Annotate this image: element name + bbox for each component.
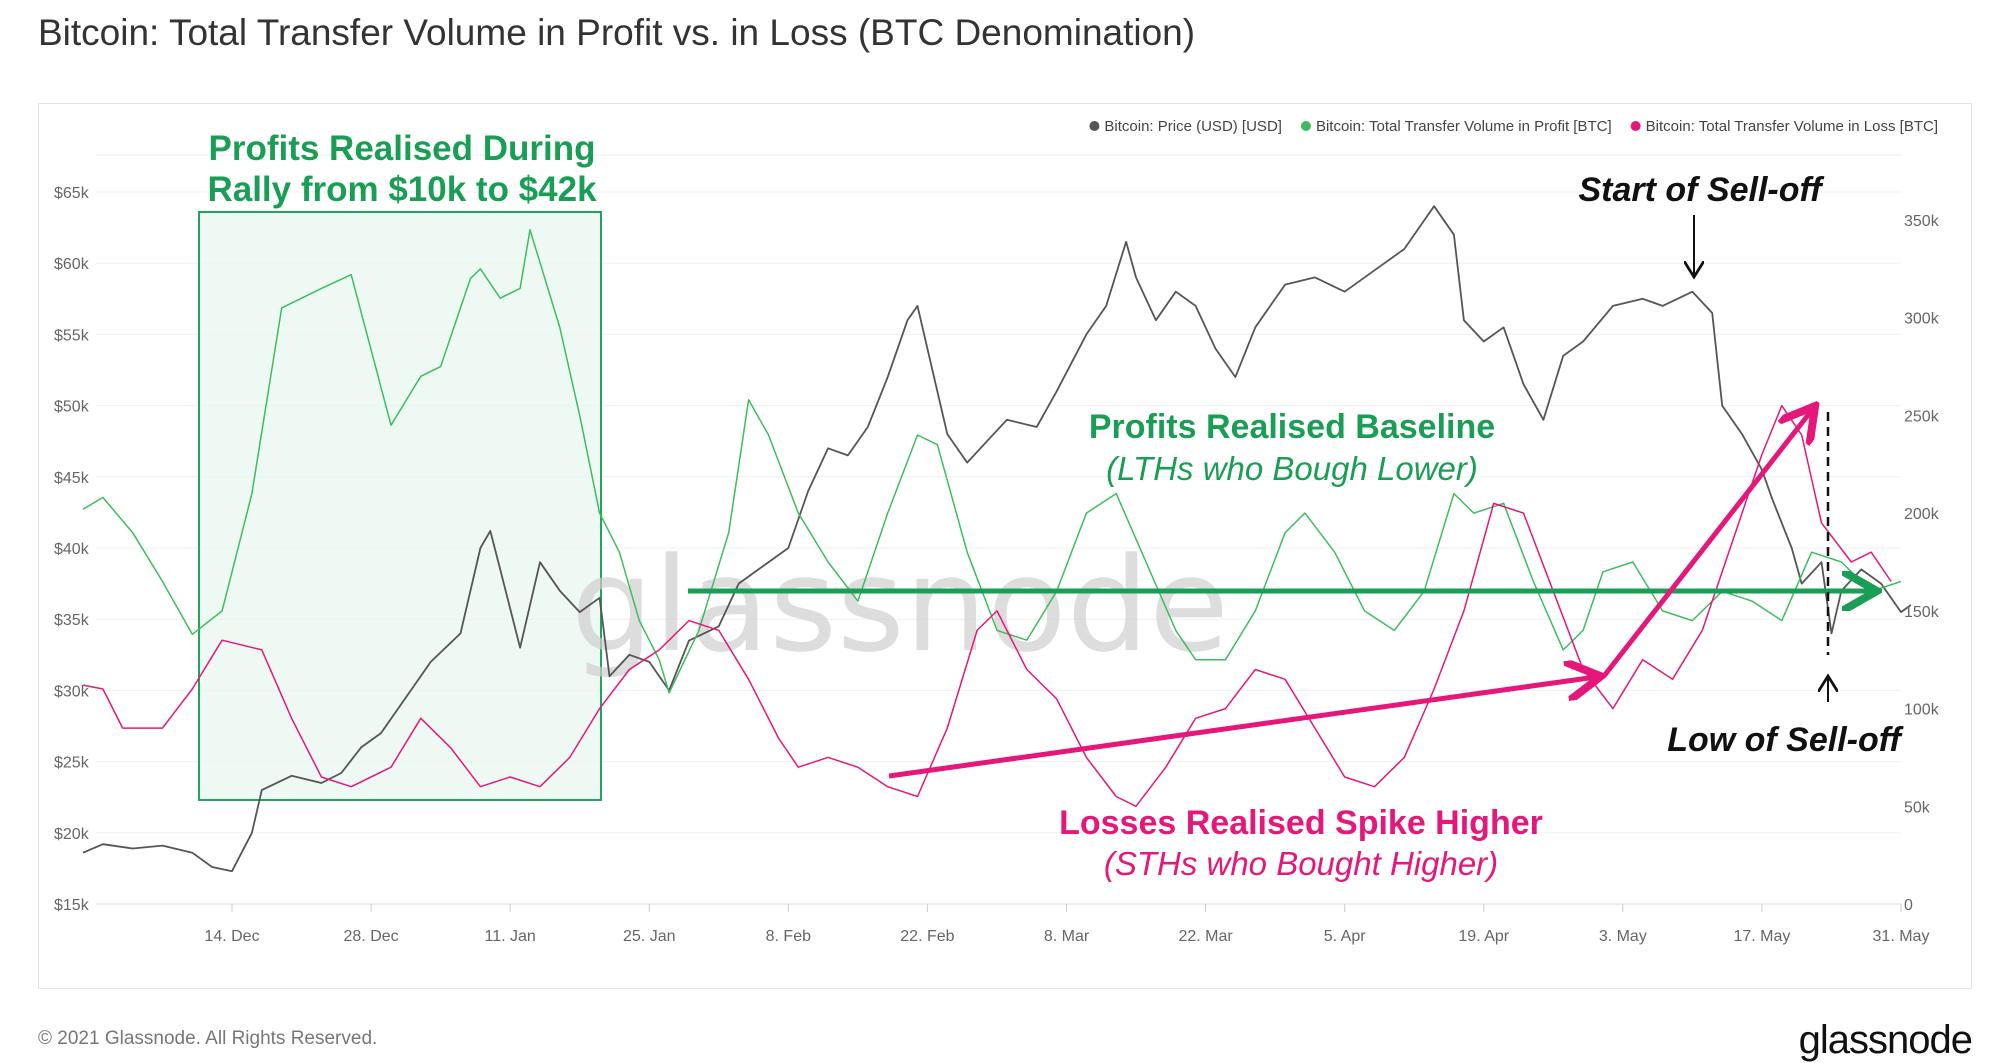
legend-label[interactable]: Bitcoin: Total Transfer Volume in Loss [… [1646,118,1938,135]
losses-trend-arrow-2 [1602,410,1812,678]
y-left-tick-label: $50k [54,399,90,416]
glassnode-logo[interactable]: glassnode [1798,1018,1973,1062]
y-right-tick-label: 250k [1904,408,1940,425]
y-right-tick-label: 150k [1904,604,1940,621]
y-left-tick-label: $15k [54,897,90,914]
annotation-baseline-title: Profits Realised Baseline [1089,408,1495,446]
y-left-tick-label: $25k [54,755,90,772]
y-right-tick-label: 350k [1904,213,1940,230]
x-tick-label: 5. Apr [1324,928,1366,945]
y-left-tick-label: $65k [54,185,90,202]
annotation-box-title-1: Profits Realised During [208,129,595,168]
legend-marker [1089,121,1100,131]
annotation-baseline-sub: (LTHs who Bough Lower) [1106,450,1478,487]
x-tick-label: 8. Mar [1044,928,1090,945]
annotation-losses-title: Losses Realised Spike Higher [1059,804,1543,842]
x-tick-label: 14. Dec [204,928,259,945]
x-tick-label: 17. May [1733,928,1790,945]
x-tick-label: 22. Mar [1178,928,1233,945]
rally-highlight-box [198,211,602,801]
annotation-start-selloff: Start of Sell-off [1578,171,1825,209]
losses-trend-arrow-1 [888,677,1596,779]
legend-label[interactable]: Bitcoin: Price (USD) [USD] [1104,118,1282,135]
y-left-tick-label: $35k [54,612,90,629]
watermark: glassnode [571,529,1229,681]
annotation-losses-sub: (STHs who Bought Higher) [1104,845,1498,882]
series-line-loss [82,404,1892,808]
y-left-tick-label: $60k [54,256,90,273]
series-line-price [82,205,1912,873]
y-left-tick-label: $45k [54,470,90,487]
x-tick-label: 11. Jan [485,928,536,945]
chart-frame [38,103,1972,989]
y-right-tick-label: 200k [1904,506,1940,523]
y-left-tick-label: $55k [54,327,90,344]
y-left-tick-label: $40k [54,541,90,558]
legend-marker [1300,121,1311,131]
x-tick-label: 19. Apr [1458,928,1509,945]
x-tick-label: 28. Dec [344,928,399,945]
y-left-tick-label: $20k [54,826,90,843]
footer-copyright: © 2021 Glassnode. All Rights Reserved. [38,1028,378,1049]
series-line-profit [82,229,1902,694]
x-tick-label: 3. May [1599,928,1647,945]
x-tick-label: 25. Jan [623,928,675,945]
y-left-tick-label: $30k [54,683,90,700]
y-right-tick-label: 100k [1904,702,1940,719]
page-title: Bitcoin: Total Transfer Volume in Profit… [38,12,1196,53]
legend-marker [1630,121,1641,131]
y-right-tick-label: 0 [1904,897,1913,914]
y-right-tick-label: 50k [1904,799,1931,816]
legend-label[interactable]: Bitcoin: Total Transfer Volume in Profit… [1316,118,1612,135]
annotation-box-title-2: Rally from $10k to $42k [207,170,597,209]
y-right-tick-label: 300k [1904,311,1940,328]
x-tick-label: 31. May [1873,928,1930,945]
x-tick-label: 8. Feb [766,928,811,945]
x-tick-label: 22. Feb [900,928,954,945]
annotation-low-selloff: Low of Sell-off [1667,721,1904,759]
